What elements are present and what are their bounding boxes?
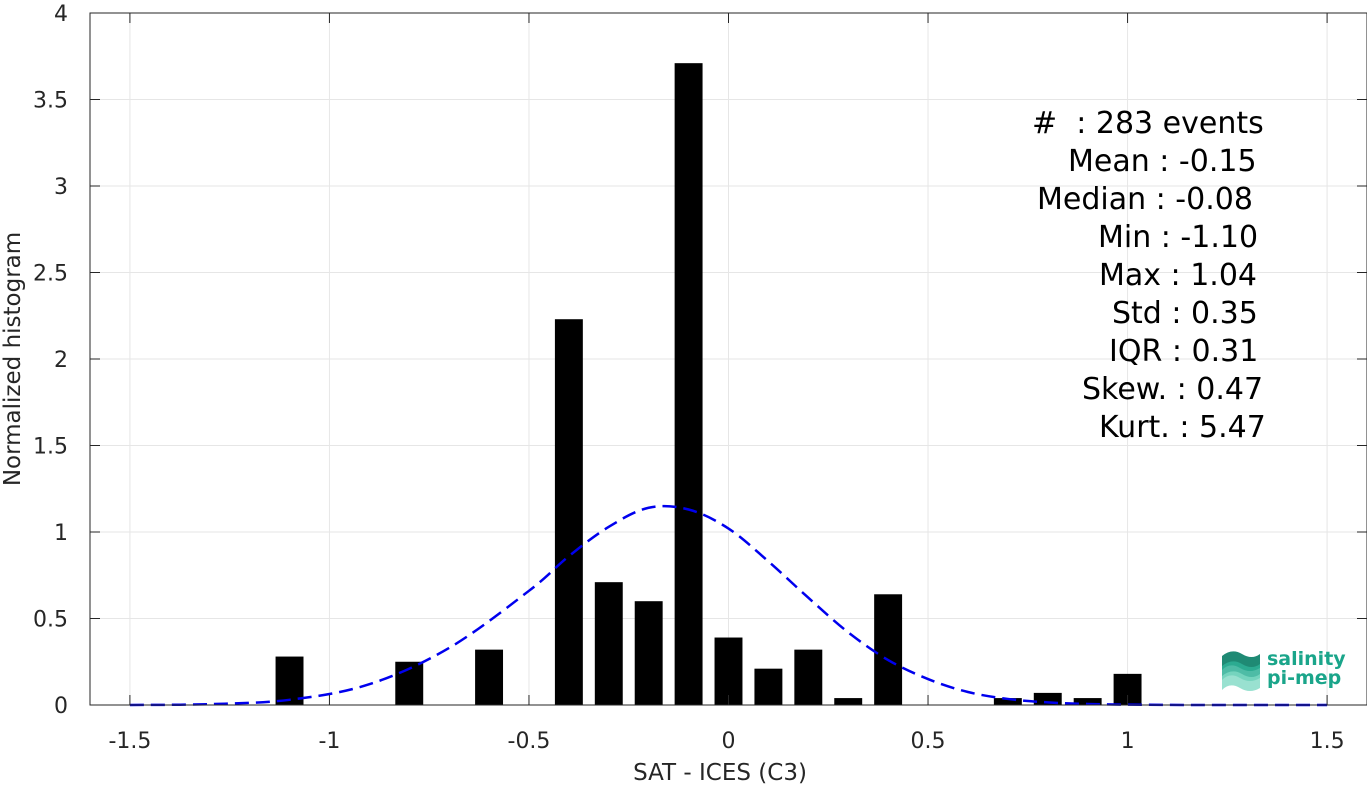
- histogram-bar: [794, 649, 823, 705]
- stat-median: Median : -0.08: [1037, 182, 1253, 217]
- x-tick-label: 1: [1121, 729, 1135, 754]
- histogram-bars: [275, 63, 1142, 706]
- y-tick-label: 1.5: [33, 435, 68, 460]
- y-tick-label: 3: [54, 175, 68, 200]
- stat-kurt: Kurt. : 5.47: [1099, 410, 1266, 445]
- axis-ticks: -1.5 -1 -0.5 0 0.5 1 1.5 0 0.5 1 1.5 2 2.5 3 3.5 4: [33, 2, 1367, 754]
- histogram-bar: [634, 601, 663, 705]
- histogram-bar: [554, 319, 583, 705]
- stat-count: # : 283 events: [1032, 106, 1264, 141]
- x-tick-label: -1: [318, 729, 340, 754]
- y-tick-label: 3.5: [33, 89, 68, 114]
- logo-waves-icon: [1222, 651, 1260, 691]
- logo-line-1: salinity: [1267, 648, 1346, 670]
- y-tick-label: 4: [54, 2, 68, 27]
- histogram-bar: [754, 668, 783, 705]
- stat-skew: Skew. : 0.47: [1082, 372, 1264, 407]
- histogram-bar: [1073, 698, 1102, 705]
- stat-min: Min : -1.10: [1098, 220, 1259, 255]
- histogram-bar: [475, 649, 504, 705]
- x-tick-label: 0.5: [911, 729, 946, 754]
- histogram-bar: [993, 698, 1022, 705]
- stat-iqr: IQR : 0.31: [1109, 334, 1259, 369]
- histogram-bar: [874, 594, 903, 705]
- histogram-bar: [834, 698, 863, 705]
- fit-curve: [129, 504, 1328, 707]
- y-tick-label: 0: [54, 694, 68, 719]
- salinity-pimep-logo: salinity pi-mep: [1218, 646, 1348, 694]
- y-tick-label: 0.5: [33, 608, 68, 633]
- stat-std: Std : 0.35: [1112, 296, 1258, 331]
- stat-mean: Mean : -0.15: [1068, 144, 1257, 179]
- grid-lines: [90, 12, 1367, 706]
- histogram-bar: [714, 637, 743, 705]
- x-tick-label: 0: [722, 729, 736, 754]
- x-tick-label: -0.5: [508, 729, 551, 754]
- x-tick-label: -1.5: [108, 729, 151, 754]
- histogram-bar: [594, 582, 623, 705]
- logo-line-2: pi-mep: [1267, 667, 1342, 689]
- y-tick-label: 2: [54, 348, 68, 373]
- y-axis-label: Normalized histogram: [0, 232, 26, 486]
- stat-max: Max : 1.04: [1099, 258, 1257, 293]
- x-axis-label: SAT - ICES (C3): [633, 760, 807, 785]
- y-tick-label: 2.5: [33, 262, 68, 287]
- x-tick-label: 1.5: [1310, 729, 1345, 754]
- histogram-bar: [275, 656, 304, 705]
- histogram-bar: [674, 63, 703, 706]
- y-tick-label: 1: [54, 521, 68, 546]
